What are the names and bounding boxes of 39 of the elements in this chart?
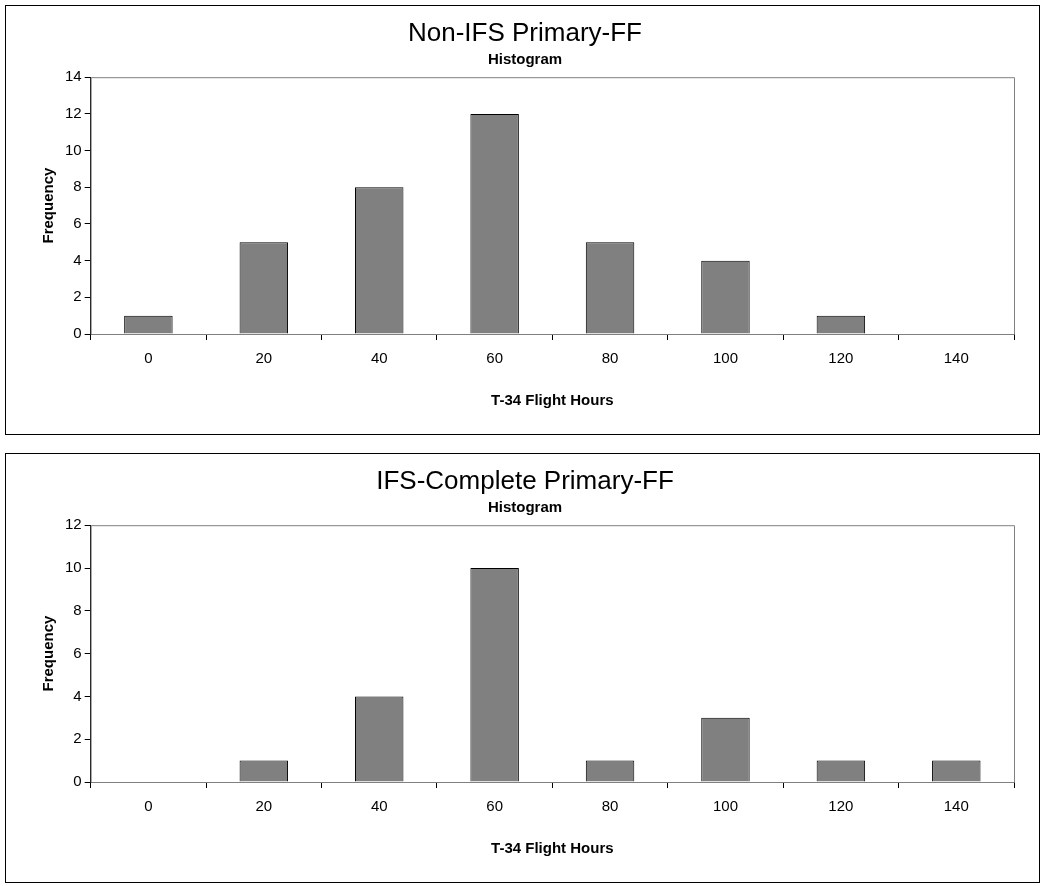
x-tick-label: 20 bbox=[255, 349, 273, 367]
x-tick-label: 40 bbox=[370, 797, 388, 815]
y-axis-title: Frequency bbox=[39, 615, 57, 692]
x-tick-label: 100 bbox=[712, 349, 738, 367]
x-tick-label: 20 bbox=[255, 797, 273, 815]
y-tick-label: 6 bbox=[73, 214, 82, 232]
y-axis-title: Frequency bbox=[39, 167, 57, 244]
x-tick-label: 80 bbox=[601, 797, 619, 815]
y-tick-label: 4 bbox=[73, 250, 82, 268]
x-axis-title: T-34 Flight Hours bbox=[491, 391, 614, 409]
y-tick-label: 10 bbox=[65, 140, 82, 158]
chart-title: IFS-Complete Primary-FF bbox=[376, 464, 674, 495]
x-tick-label: 40 bbox=[370, 349, 388, 367]
y-tick-label: 0 bbox=[73, 324, 82, 342]
x-tick-label: 80 bbox=[601, 349, 619, 367]
y-tick-label: 0 bbox=[73, 772, 82, 790]
x-tick-label: 140 bbox=[943, 349, 969, 367]
y-tick-label: 14 bbox=[65, 67, 82, 85]
x-tick-label: 140 bbox=[943, 797, 969, 815]
chart-subtitle: Histogram bbox=[487, 50, 563, 68]
x-tick-label: 120 bbox=[828, 797, 854, 815]
y-tick-label: 2 bbox=[73, 729, 82, 747]
y-tick-label: 8 bbox=[73, 177, 82, 195]
x-tick-label: 60 bbox=[486, 797, 503, 815]
y-tick-label: 4 bbox=[73, 686, 82, 704]
chart-title: Non-IFS Primary-FF bbox=[408, 16, 642, 47]
x-axis-title: T-34 Flight Hours bbox=[491, 839, 614, 857]
chart-subtitle: Histogram bbox=[487, 498, 563, 516]
y-tick-label: 12 bbox=[65, 515, 82, 533]
y-tick-label: 6 bbox=[73, 643, 82, 661]
y-tick-label: 8 bbox=[73, 600, 82, 618]
y-tick-label: 2 bbox=[73, 287, 82, 305]
x-tick-label: 0 bbox=[144, 349, 153, 367]
x-tick-label: 100 bbox=[712, 797, 738, 815]
x-tick-label: 60 bbox=[486, 349, 503, 367]
x-tick-label: 0 bbox=[144, 797, 153, 815]
y-tick-label: 12 bbox=[65, 104, 82, 122]
y-tick-label: 10 bbox=[65, 558, 82, 576]
x-tick-label: 120 bbox=[828, 349, 854, 367]
